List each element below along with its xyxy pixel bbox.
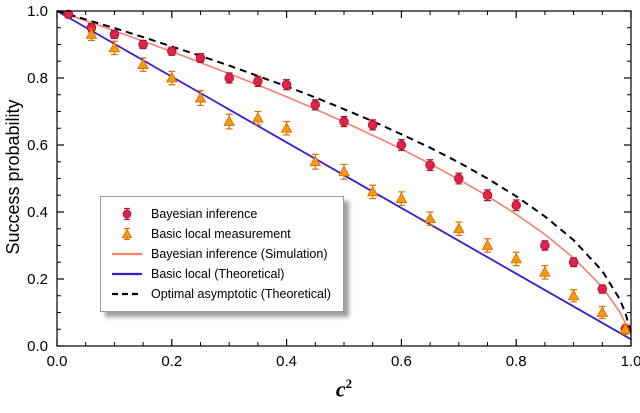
- data-point-triangle: [252, 111, 264, 123]
- y-tick-label: 0.2: [27, 271, 48, 288]
- x-tick-label: 0.8: [506, 353, 527, 370]
- legend-marker-optimal-asymptotic-theoretical: [112, 292, 142, 296]
- legend-label: Bayesian inference: [151, 207, 258, 221]
- data-point-triangle: [366, 185, 379, 197]
- plot-frame: [56, 10, 632, 347]
- legend-item-basic-local-measurement: Basic local measurement: [110, 224, 331, 244]
- data-point-circle: [138, 39, 148, 50]
- series-line-optimal-asymptotic-theoretical: [56, 10, 632, 333]
- data-point-circle: [425, 160, 435, 170]
- x-axis-variable: c: [335, 376, 346, 402]
- x-tick-label: 0.4: [276, 353, 297, 370]
- legend-marker-basic-local-measurement: [121, 227, 133, 241]
- data-point-triangle: [567, 289, 580, 301]
- legend-item-bayesian-inference: Bayesian inference: [110, 204, 331, 224]
- y-tick-label: 1.0: [27, 3, 48, 20]
- data-point-circle: [396, 140, 407, 150]
- x-tick-label: 0.6: [391, 353, 412, 370]
- legend-item-optimal-asymptotic-theoretical: Optimal asymptotic (Theoretical): [110, 284, 331, 304]
- legend-marker-bayesian-inference-simulation: [112, 252, 142, 256]
- legend-marker-bayesian-inference: [122, 207, 132, 221]
- data-point-triangle: [510, 252, 523, 264]
- data-point-circle: [540, 240, 550, 251]
- data-point-circle: [310, 100, 321, 110]
- legend-label: Optimal asymptotic (Theoretical): [151, 287, 331, 301]
- data-point-circle: [597, 284, 608, 294]
- legend: Bayesian inference Basic local measuremen…: [100, 196, 344, 312]
- data-point-triangle: [137, 58, 149, 69]
- legend-marker-basic-local-theoretical: [112, 272, 142, 276]
- series-layer: [56, 9, 632, 341]
- data-point-triangle: [194, 91, 207, 103]
- x-axis-title: c2: [57, 376, 631, 402]
- data-point-circle: [253, 76, 263, 87]
- data-point-circle: [195, 53, 206, 63]
- data-point-triangle: [108, 41, 121, 53]
- data-point-circle: [109, 29, 120, 40]
- x-tick-label: 0.0: [47, 353, 68, 370]
- data-point-circle: [281, 79, 292, 90]
- y-tick-label: 0.8: [27, 70, 48, 87]
- data-point-triangle: [395, 192, 408, 203]
- series-line-bayesian-inference-simulation: [56, 10, 632, 337]
- data-point-triangle: [539, 265, 551, 277]
- data-point-triangle: [165, 71, 178, 83]
- data-point-circle: [367, 120, 378, 130]
- x-tick-label: 0.2: [161, 353, 182, 370]
- y-axis-title: Success probability: [3, 99, 23, 255]
- data-point-triangle: [280, 121, 293, 133]
- data-point-circle: [482, 190, 493, 200]
- data-point-circle: [63, 9, 74, 20]
- data-point-circle: [167, 46, 177, 56]
- y-tick-label: 0.4: [27, 204, 48, 221]
- data-point-triangle: [424, 212, 436, 224]
- legend-label: Basic local measurement: [151, 227, 291, 241]
- x-tick-label: 1.0: [621, 353, 640, 370]
- data-point-triangle: [85, 28, 98, 39]
- data-point-triangle: [223, 115, 236, 126]
- data-point-circle: [568, 257, 579, 268]
- y-tick-label: 0.6: [27, 137, 48, 154]
- axes: 0.0 0.2 0.4 0.6 0.8 1.0 0.0 0.2 0.4 0.6 0.8 1.0: [27, 3, 640, 370]
- data-point-circle: [224, 73, 234, 83]
- data-point-triangle: [596, 306, 609, 317]
- legend-label: Bayesian inference (Simulation): [151, 247, 328, 261]
- data-point-triangle: [338, 165, 350, 177]
- legend-label: Basic local (Theoretical): [151, 267, 285, 281]
- legend-circle-sample: [122, 209, 132, 219]
- legend-item-bayesian-inference-simulation: Bayesian inference (Simulation): [110, 244, 331, 264]
- data-point-triangle: [309, 155, 322, 167]
- data-point-circle: [454, 173, 464, 184]
- data-point-circle: [511, 200, 521, 211]
- data-point-triangle: [452, 222, 465, 234]
- x-axis-exponent: 2: [345, 376, 353, 391]
- legend-item-basic-local-theoretical: Basic local (Theoretical): [110, 264, 331, 284]
- data-point-circle: [339, 116, 349, 127]
- y-tick-label: 0.0: [27, 338, 48, 355]
- data-point-triangle: [619, 322, 632, 334]
- legend-triangle-sample: [121, 228, 133, 239]
- data-point-triangle: [481, 239, 494, 250]
- series-points-basic-local-measurement: [85, 27, 632, 335]
- series-points-bayesian-inference: [63, 9, 631, 335]
